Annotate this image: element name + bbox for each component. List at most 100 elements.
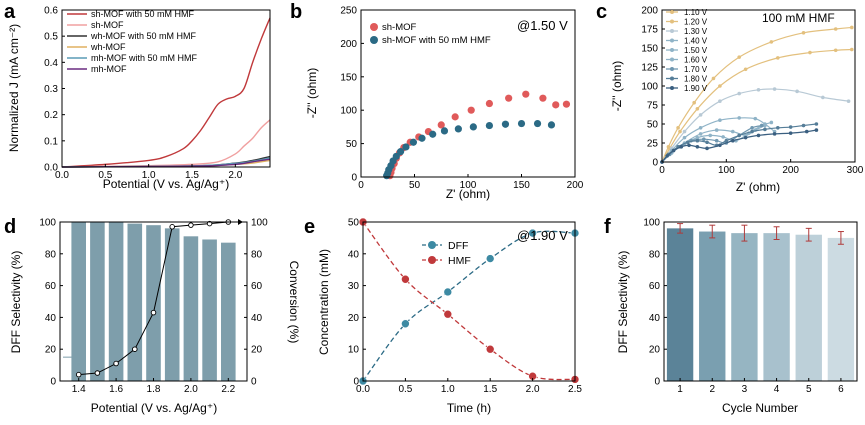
panel-b: b 0 50 100 150 200 0 50 100 150 200 250 Z' (ohm) -… (290, 1, 584, 201)
panel-b-series-2-point-13 (454, 125, 462, 133)
legend-c-entry-6: 1.60 V (684, 56, 708, 65)
panel-c-series-9-point-4 (679, 145, 684, 149)
panel-d-conversion-point-4 (132, 346, 138, 352)
legend-c-swatch-8 (670, 76, 674, 81)
panel-b-xtick-label-2: 100 (460, 180, 477, 191)
panel-b-series-2-point-15 (485, 121, 493, 130)
panel-e-ytick-label-0: 0 (353, 377, 359, 388)
panel-f-ylabel: DFF Selectivity (%) (616, 251, 630, 354)
panel-d-yrtick-label-4: 80 (251, 249, 263, 260)
panel-b-ytick-label-2: 100 (340, 106, 357, 117)
panel-f-ytick-label-1: 20 (649, 345, 661, 356)
panel-c-series-8-point-11 (763, 127, 767, 132)
panel-b-ytick-label-5: 250 (340, 6, 357, 17)
legend-c-swatch-4 (670, 38, 674, 43)
panel-c-ytick-label-2: 50 (647, 120, 659, 131)
panel-b-series-2-point-6 (392, 152, 400, 160)
panel-e-ytick-label-2: 20 (348, 313, 360, 324)
panel-e-xlabel: Time (h) (447, 401, 491, 415)
panel-d-xtick-label-3: 2.0 (184, 384, 198, 395)
panel-a-ytick-label-5: 0.5 (44, 32, 58, 43)
panel-b-xtick-label-1: 50 (409, 180, 421, 191)
panel-c-series-2-point-6 (743, 67, 748, 72)
panel-b-series-2-point-9 (409, 138, 418, 146)
panel-c-series-1-point-7 (769, 40, 774, 44)
panel-c-series-6-point-5 (708, 133, 713, 138)
panel-a: a 0.0 0.5 1.0 1.5 2.0 0.0 0.1 0.2 0.3 0.4 0.5 0.6 P… (4, 1, 271, 191)
panel-c-xlabel: Z' (ohm) (736, 180, 780, 194)
panel-d-xlabel: Potential (V vs. Ag/Ag⁺) (91, 401, 217, 415)
panel-a-ytick-label-1: 0.1 (44, 136, 58, 147)
panel-d-conversion-point-2 (94, 370, 101, 376)
panel-e-series-2-point-2 (401, 274, 410, 284)
panel-e: e 0.0 0.5 1.0 1.5 2.0 2.5 0 10 20 30 40 50 Time (h)… (304, 216, 582, 415)
legend-c-entry-7: 1.70 V (684, 65, 708, 74)
panel-b-series-2-point-17 (517, 119, 526, 128)
panel-c-series-9-point-15 (814, 128, 819, 132)
panel-b-series-1-point-17 (539, 94, 547, 102)
panel-e-title: @1.90 V (517, 228, 568, 243)
panel-c-series-1-point-4 (692, 100, 696, 105)
panel-d-ytick-label-4: 80 (45, 249, 57, 260)
panel-a-plot: 0.0 0.5 1.0 1.5 2.0 0.0 0.1 0.2 0.3 0.4 0.5 0.6 (44, 6, 271, 181)
panel-c-series-8-point-8 (724, 138, 729, 143)
legend-c-swatch-6 (670, 57, 674, 62)
panel-d-ytick-label-0: 0 (50, 377, 56, 388)
panel-c-series-1-point-9 (833, 27, 838, 31)
legend-c-swatch-2 (670, 19, 674, 24)
panel-d-ylabel-right: Conversion (%) (287, 261, 301, 344)
legend-b-swatch-1 (370, 23, 378, 31)
panel-b-series-2-point-19 (547, 121, 556, 129)
panel-f-xtick-label-1: 2 (709, 384, 715, 395)
panel-c-ytick-label-7: 175 (641, 25, 658, 36)
legend-c-entry-8: 1.80 V (684, 75, 708, 84)
panel-a-legend: sh-MOF with 50 mM HMF sh-MOF wh-MOF with… (67, 9, 198, 74)
panel-b-ytick-label-0: 0 (351, 173, 357, 184)
panel-c-series-1-point-8 (801, 31, 806, 35)
panel-c-series-8-point-6 (705, 140, 709, 145)
panel-c-series-7-point-6 (714, 138, 719, 143)
panel-d-conversion-point-5 (150, 309, 157, 316)
panel-c-series-8-point-15 (814, 122, 819, 126)
panel-c-series-3-point-11 (846, 99, 851, 103)
panel-c-series-2-point-8 (808, 50, 812, 55)
panel-c-series-3-point-10 (821, 95, 825, 100)
panel-e-xtick-label-4: 2.0 (526, 384, 540, 395)
panel-f-bar-5 (795, 234, 822, 381)
panel-c-series-1-point-5 (711, 76, 716, 81)
legend-a-entry-2: sh-MOF (91, 20, 124, 30)
panel-c-series-6-point-10 (769, 120, 774, 125)
panel-c-series-2-line (661, 48, 852, 163)
panel-e-xtick-label-1: 0.5 (398, 384, 412, 395)
panel-f-xtick-label-0: 1 (677, 384, 683, 395)
panel-b-xtick-label-0: 0 (358, 180, 364, 191)
legend-c-entry-2: 1.20 V (684, 18, 708, 27)
legend-e-entry-2: HMF (448, 255, 471, 267)
panel-a-ytick-label-4: 0.4 (44, 58, 58, 69)
panel-b-series-2-point-14 (469, 123, 477, 131)
panel-e-xtick-label-2: 1.0 (441, 384, 455, 395)
panel-b-series-1-point-11 (437, 121, 445, 129)
panel-label-d: d (4, 216, 16, 238)
panel-b-series-1-point-18 (552, 101, 560, 109)
panel-b-xtick-label-4: 200 (567, 180, 584, 191)
panel-f-frame (663, 221, 858, 382)
panel-b-ylabel: -Z'' (ohm) (305, 68, 319, 119)
panel-b-series-2-point-8 (402, 143, 410, 151)
panel-f-xtick-label-5: 6 (838, 384, 844, 395)
panel-b-series-1-point-15 (505, 94, 513, 102)
legend-a-entry-1: sh-MOF with 50 mM HMF (91, 9, 195, 19)
panel-d-yrtick-label-3: 60 (251, 281, 263, 292)
panel-f-xlabel: Cycle Number (722, 401, 798, 415)
panel-e-series-1-line (362, 230, 576, 382)
panel-e-ylabel: Concentration (mM) (317, 249, 331, 355)
panel-c-series-9-point-8 (718, 143, 722, 148)
panel-f-bar-4 (763, 233, 790, 381)
panel-e-ytick-label-3: 30 (348, 281, 360, 292)
panel-d-xtick-label-4: 2.2 (221, 384, 235, 395)
panel-label-b: b (290, 1, 302, 23)
panel-c-series-1-point-10 (849, 25, 854, 30)
panel-c-series-4-point-7 (753, 116, 758, 121)
